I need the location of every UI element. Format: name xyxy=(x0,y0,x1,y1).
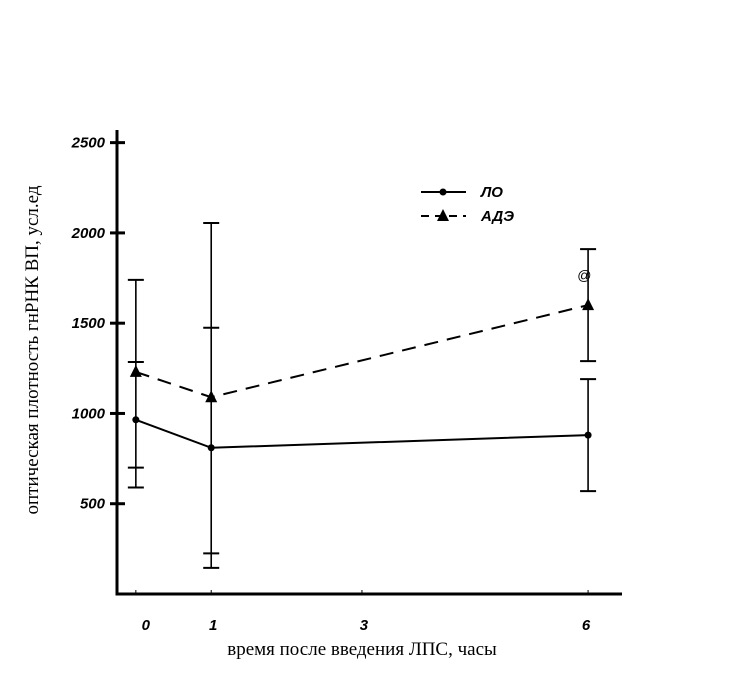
x-tick-label: 6 xyxy=(582,617,591,634)
legend-marker xyxy=(439,188,447,196)
legend-label: АДЭ xyxy=(480,208,514,225)
axes xyxy=(115,130,622,596)
x-axis-label: время после введения ЛПС, часы xyxy=(227,639,497,660)
series-group xyxy=(129,298,595,452)
annotations: @ xyxy=(577,267,591,283)
error-bars xyxy=(127,221,597,569)
legend-label: ЛО xyxy=(480,184,503,201)
annotation: @ xyxy=(577,267,591,283)
legend: ЛО АДЭ xyxy=(421,184,514,225)
y-ticks: 500 1000 1500 2000 2500 xyxy=(71,135,125,513)
y-tick-label: 2000 xyxy=(71,225,106,242)
series-line-1 xyxy=(135,418,589,449)
y-tick-label: 1000 xyxy=(72,405,106,422)
x-ticks: 0 1 3 6 xyxy=(135,590,591,634)
x-tick-label: 0 xyxy=(142,617,151,634)
y-tick-label: 500 xyxy=(80,496,106,513)
data-point xyxy=(207,444,215,452)
y-tick-label: 1500 xyxy=(72,315,106,332)
y-axis-label: оптическая плотность гнРНК ВП, усл.ед xyxy=(22,185,43,514)
data-point xyxy=(132,416,140,424)
data-point xyxy=(584,431,592,439)
x-tick-label: 1 xyxy=(209,617,217,634)
y-tick-label: 2500 xyxy=(71,135,106,152)
x-tick-label: 3 xyxy=(360,617,369,634)
series-line-2 xyxy=(135,304,589,399)
legend-marker xyxy=(437,209,449,221)
data-point xyxy=(205,390,218,403)
data-point xyxy=(582,298,595,311)
data-point xyxy=(129,364,142,377)
